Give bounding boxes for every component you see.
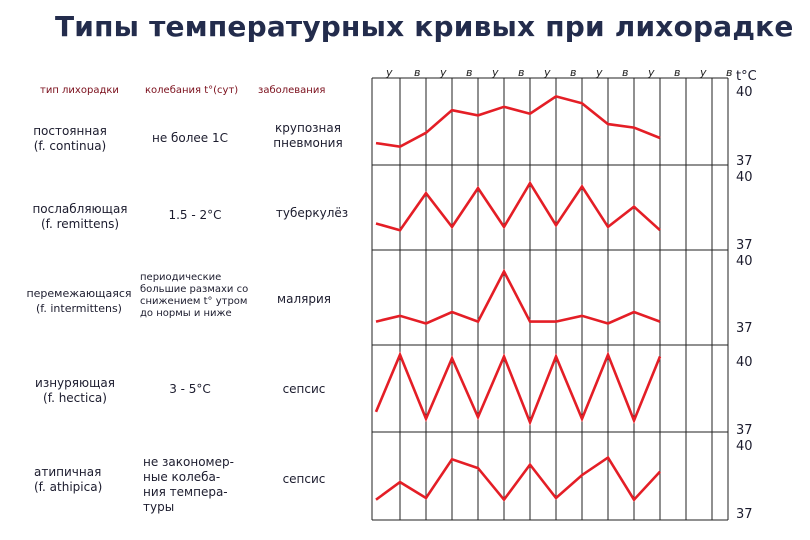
header-fluctuation: колебания t°(сут) <box>145 85 239 96</box>
time-of-day-label: у <box>386 66 393 79</box>
row-3-type: перемежающаяся (f. intermittens) <box>26 287 132 315</box>
row-5-fluctuation: не закономер- ные колеба- ния темпера- т… <box>143 455 234 514</box>
page-title: Типы температурных кривых при лихорадке <box>55 10 794 43</box>
y-label-row3-bottom: 37 <box>736 321 753 336</box>
time-of-day-label: у <box>700 66 707 79</box>
row-2-type: послабляющая (f. remittens) <box>32 202 128 231</box>
row-1-type: постоянная (f. continua) <box>33 124 107 153</box>
time-of-day-label: у <box>440 66 447 79</box>
time-of-day-label: у <box>492 66 499 79</box>
y-label-row5: 37 40 <box>736 423 753 454</box>
header-type: тип лихорадки <box>40 85 119 96</box>
row-4-disease: сепсис <box>282 382 326 396</box>
y-label-row2: 37 40 <box>736 154 753 185</box>
header-disease: заболевания <box>258 85 326 96</box>
time-of-day-label: у <box>544 66 551 79</box>
time-of-day-label: в <box>570 66 577 79</box>
time-of-day-label: в <box>726 66 733 79</box>
row-4-type: изнуряющая (f. hectica) <box>35 376 115 405</box>
time-of-day-label: в <box>622 66 629 79</box>
time-of-day-label: в <box>518 66 525 79</box>
time-of-day-label: в <box>674 66 681 79</box>
y-label-row1: t°C 40 <box>736 69 757 100</box>
y-label-row4-top: 40 <box>736 355 753 370</box>
time-of-day-label: в <box>466 66 473 79</box>
time-of-day-label: у <box>596 66 603 79</box>
temperature-curve-row-1 <box>375 94 661 148</box>
y-label-row3: 37 40 <box>736 238 753 269</box>
y-label-row5-bottom: 37 <box>736 507 753 522</box>
time-of-day-label: у <box>648 66 655 79</box>
row-5-type: атипичная (f. athipica) <box>34 465 103 494</box>
temperature-curve-row-4 <box>374 351 662 426</box>
row-1-fluctuation: не более 1С <box>151 131 229 145</box>
time-of-day-label: в <box>414 66 421 79</box>
row-3-fluctuation: периодические большие размахи со снижени… <box>140 272 249 319</box>
temperature-curve-row-2 <box>375 180 661 232</box>
row-2-disease: туберкулёз <box>275 206 349 220</box>
temperature-curve-row-5 <box>375 455 661 502</box>
row-4-fluctuation: 3 - 5°С <box>169 382 211 396</box>
row-5-disease: сепсис <box>282 472 326 486</box>
row-3-disease: малярия <box>277 292 331 306</box>
temperature-curve-row-3 <box>375 268 661 325</box>
row-2-fluctuation: 1.5 - 2°С <box>168 208 222 222</box>
row-1-disease: крупозная пневмония <box>273 121 343 150</box>
